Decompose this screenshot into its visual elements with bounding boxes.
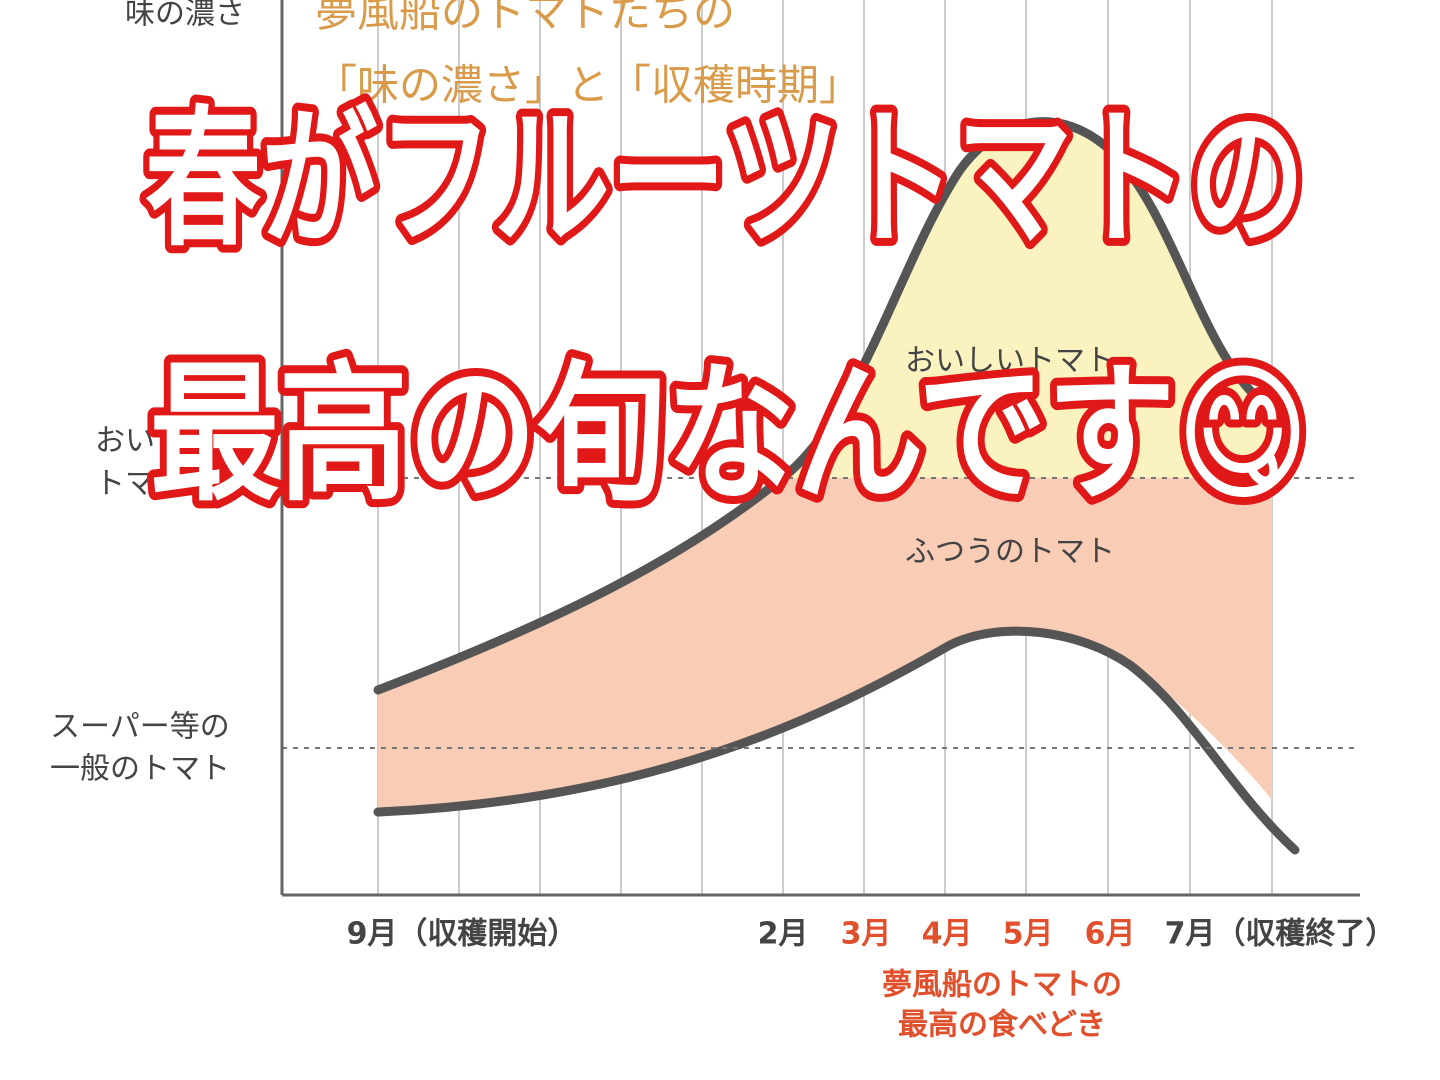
title: 夢風船のトマトたちの [315, 0, 735, 37]
y-label: おいしい [95, 424, 215, 459]
reference-lines [282, 477, 1360, 749]
x-label: 7月（収穫終了） [1165, 917, 1396, 952]
peak-note: 最高の食べどき [898, 1008, 1106, 1043]
overlay-text: 最高の旬なんです😋 [150, 348, 1310, 522]
x-label: 4月 [922, 917, 973, 952]
y-label: 一般のトマト [50, 752, 230, 787]
y-label: スーパー等の [50, 710, 230, 745]
y-label: トマト [95, 467, 185, 502]
overlay-text: 春がフルーツトマトの [145, 93, 1305, 267]
title: 「味の濃さ」と「収穫時期」 [315, 61, 861, 110]
x-label: 9月（収穫開始） [347, 917, 578, 952]
x-label: 3月 [841, 917, 892, 952]
x-label: 2月 [758, 917, 809, 952]
corner-label: 味の濃さ [125, 0, 245, 32]
region-label: おいしいトマト [905, 344, 1115, 379]
axes [280, 0, 1360, 897]
curves [373, 117, 1300, 855]
x-label: 5月 [1003, 917, 1054, 952]
peak-note: 夢風船のトマトの [882, 968, 1122, 1003]
region-label: ふつうのトマト [905, 535, 1115, 570]
x-label: 6月 [1085, 917, 1136, 952]
